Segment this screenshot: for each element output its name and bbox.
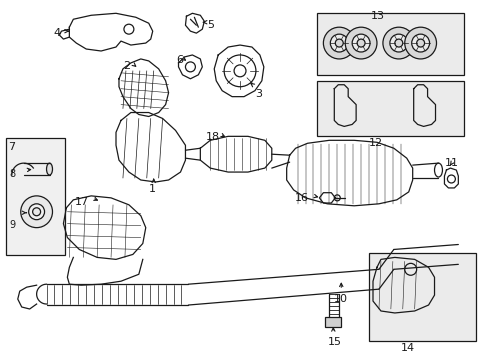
Circle shape bbox=[394, 39, 402, 47]
Circle shape bbox=[389, 34, 407, 52]
Text: 4: 4 bbox=[53, 28, 61, 38]
Text: 5: 5 bbox=[207, 20, 214, 30]
Text: 12: 12 bbox=[368, 138, 383, 148]
Text: 2: 2 bbox=[122, 61, 130, 71]
Circle shape bbox=[411, 34, 428, 52]
Text: 15: 15 bbox=[326, 337, 341, 347]
Bar bbox=[325, 317, 341, 327]
Circle shape bbox=[20, 196, 52, 228]
Bar bbox=[368, 253, 475, 341]
Text: 10: 10 bbox=[334, 294, 347, 304]
Circle shape bbox=[416, 39, 424, 47]
Circle shape bbox=[356, 39, 365, 47]
Text: 18: 18 bbox=[206, 132, 220, 142]
Circle shape bbox=[33, 208, 41, 216]
Text: 7: 7 bbox=[8, 142, 15, 152]
Text: 3: 3 bbox=[254, 89, 262, 99]
Text: 9: 9 bbox=[10, 220, 16, 230]
Bar bbox=[317, 81, 463, 136]
Text: 6: 6 bbox=[176, 55, 183, 65]
Ellipse shape bbox=[46, 163, 52, 175]
Text: 16: 16 bbox=[294, 193, 308, 203]
Circle shape bbox=[335, 39, 343, 47]
Text: 11: 11 bbox=[444, 158, 458, 168]
Text: 13: 13 bbox=[370, 11, 384, 21]
Circle shape bbox=[382, 27, 414, 59]
Circle shape bbox=[29, 204, 44, 220]
Bar bbox=[6, 138, 65, 255]
Bar bbox=[317, 13, 463, 75]
Circle shape bbox=[330, 34, 347, 52]
Text: 1: 1 bbox=[148, 184, 155, 194]
Circle shape bbox=[345, 27, 376, 59]
Text: 17: 17 bbox=[75, 197, 89, 207]
Text: 14: 14 bbox=[400, 343, 414, 353]
Circle shape bbox=[351, 34, 369, 52]
Text: 8: 8 bbox=[10, 169, 16, 179]
Circle shape bbox=[404, 27, 436, 59]
Circle shape bbox=[323, 27, 354, 59]
